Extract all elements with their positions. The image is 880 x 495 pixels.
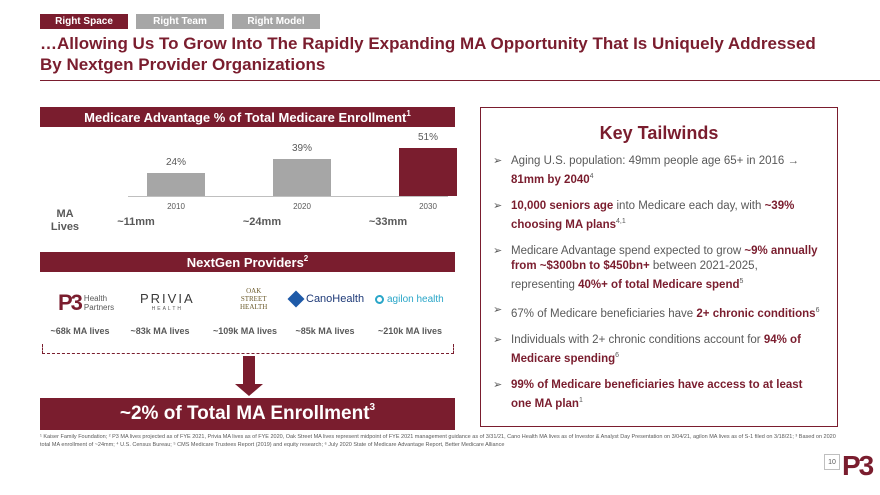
chevron-right-icon: ➢: [493, 199, 503, 212]
p3-logo-line2: Partners: [83, 303, 115, 312]
key-tailwinds-panel: Key Tailwinds ➢ Aging U.S. population: 4…: [480, 107, 838, 427]
chart-header-sup: 1: [406, 108, 411, 118]
agilon-icon: [375, 295, 384, 304]
chart-tick-label-2020: 2020: [293, 202, 311, 211]
tailwind-5-bold: 94% of Medicare spending: [511, 334, 801, 366]
p3-lives: ~68k MA lives: [50, 326, 110, 336]
ma-lives-2020: ~24mm: [242, 216, 282, 228]
tailwinds-list: ➢ Aging U.S. population: 49mm people age…: [481, 154, 837, 412]
tab-right-model[interactable]: Right Model: [232, 14, 320, 29]
tailwind-3-mid: between 2021-2025, representing: [511, 259, 758, 291]
tailwind-1-bold: 81mm by 2040: [511, 173, 590, 186]
chart-header: Medicare Advantage % of Total Medicare E…: [40, 107, 455, 127]
down-arrow-shaft: [243, 356, 255, 386]
chevron-right-icon: ➢: [493, 304, 503, 317]
tailwind-3-sup: 5: [739, 277, 744, 285]
tailwind-3-text: Medicare Advantage spend expected to gro…: [511, 244, 745, 257]
cano-health-icon: [287, 290, 305, 308]
list-item: ➢ Aging U.S. population: 49mm people age…: [493, 154, 823, 188]
p3-logo: P3 Health Partners: [58, 290, 114, 316]
enrollment-chart: 24% 2010 39% 2020 51% 2030: [40, 128, 457, 238]
chevron-right-icon: ➢: [493, 379, 503, 392]
providers-bracket: [42, 344, 454, 354]
providers-header-sup: 2: [303, 253, 309, 263]
oak-street-lives: ~109k MA lives: [213, 326, 277, 336]
tailwind-2-bold: 10,000 seniors age: [511, 199, 614, 212]
down-arrow-icon: [235, 384, 263, 396]
tailwind-2-text: into Medicare each day, with: [613, 199, 765, 212]
tailwind-2-bold2: ~39% choosing MA plans: [511, 199, 795, 231]
tailwind-3-bold: ~9% annually from ~$300bn to $450bn+: [511, 244, 818, 272]
nav-tabs: Right Space Right Team Right Model: [40, 14, 320, 29]
total-enrollment-text: ~2% of Total MA Enrollment: [119, 403, 370, 424]
oak-street-logo: OAK STREET HEALTH: [240, 287, 267, 311]
chart-tick-label-2030: 2030: [419, 202, 437, 211]
title-divider: [40, 80, 880, 81]
privia-logo-mark: PRIVIA: [140, 291, 195, 306]
tab-right-space[interactable]: Right Space: [40, 14, 128, 29]
tailwind-2-sup: 4,1: [616, 217, 626, 225]
chart-bar-2010: [147, 173, 205, 196]
ma-lives-2010: ~11mm: [117, 216, 155, 228]
list-item: ➢ 67% of Medicare beneficiaries have 2+ …: [493, 303, 823, 322]
page-title: …Allowing Us To Grow Into The Rapidly Ex…: [40, 34, 816, 74]
tailwind-1-text: Aging U.S. population: 49mm people age 6…: [511, 155, 800, 167]
footnotes: ¹ Kaiser Family Foundation; ² P3 MA live…: [40, 434, 836, 448]
chart-x-axis: [128, 196, 448, 197]
privia-lives: ~83k MA lives: [130, 326, 190, 336]
cano-health-logo: CanoHealth: [287, 290, 365, 308]
p3-logo-mark: P3: [58, 290, 83, 315]
chart-bar-2030: [399, 147, 457, 196]
oak-street-line3: HEALTH: [240, 303, 268, 311]
tailwind-4-text: 67% of Medicare beneficiaries have: [511, 308, 697, 321]
tailwind-5-text: Individuals with 2+ chronic conditions a…: [511, 334, 764, 347]
tailwind-6-bold: 99% of Medicare beneficiaries have acces…: [511, 379, 803, 410]
chevron-right-icon: ➢: [493, 334, 503, 347]
ma-lives-2030: ~33mm: [368, 216, 408, 228]
chart-tick-label-2010: 2010: [167, 202, 185, 211]
cano-lives: ~85k MA lives: [295, 326, 355, 336]
agilon-logo-mark: agilon health: [387, 294, 444, 305]
chevron-right-icon: ➢: [493, 244, 503, 257]
tailwind-6-sup: 1: [578, 397, 583, 405]
list-item: ➢ Medicare Advantage spend expected to g…: [493, 244, 823, 293]
tailwind-5-sup: 6: [615, 352, 620, 360]
providers-header-text: NextGen Providers: [186, 254, 304, 270]
ma-lives-label-line2: Lives: [50, 221, 80, 233]
chart-header-text: Medicare Advantage % of Total Medicare E…: [84, 109, 407, 125]
provider-logos: P3 Health Partners PRIVIA HEALTH OAK STR…: [40, 285, 455, 319]
providers-header: NextGen Providers 2: [40, 252, 455, 272]
oak-street-line2: STREET: [240, 295, 267, 303]
total-enrollment-box: ~2% of Total MA Enrollment 3: [40, 398, 455, 430]
chart-data-label-2030: 51%: [417, 131, 438, 143]
privia-logo-sub: HEALTH: [151, 306, 183, 312]
total-enrollment-sup: 3: [369, 401, 376, 413]
tailwind-1-sup: 4: [589, 173, 594, 180]
chart-data-label-2010: 24%: [165, 157, 186, 169]
tailwind-4-sup: 6: [815, 307, 820, 315]
ma-lives-label-line1: MA: [56, 208, 74, 220]
key-tailwinds-title: Key Tailwinds: [599, 123, 719, 143]
p3-logo-line1: Health: [83, 294, 108, 303]
list-item: ➢ Individuals with 2+ chronic conditions…: [493, 333, 823, 367]
agilon-logo: agilon health: [375, 294, 444, 305]
privia-logo: PRIVIA HEALTH: [140, 291, 195, 312]
ma-lives-label: MA Lives: [50, 208, 80, 234]
cano-health-mark: CanoHealth: [306, 293, 365, 305]
agilon-lives: ~210k MA lives: [378, 326, 442, 336]
tailwind-4-bold: 2+ chronic conditions: [696, 308, 816, 321]
page-number: 10: [824, 454, 840, 470]
chevron-right-icon: ➢: [493, 155, 503, 167]
tailwind-3-bold2: 40%+ of total Medicare spend: [578, 278, 740, 291]
chart-bar-2020: [273, 159, 331, 196]
list-item: ➢ 10,000 seniors age into Medicare each …: [493, 199, 823, 233]
oak-street-line1: OAK: [246, 287, 262, 295]
list-item: ➢ 99% of Medicare beneficiaries have acc…: [493, 378, 823, 412]
chart-data-label-2020: 39%: [291, 143, 312, 155]
tab-right-team[interactable]: Right Team: [136, 14, 224, 29]
footer-p3-logo: P3: [842, 450, 874, 481]
